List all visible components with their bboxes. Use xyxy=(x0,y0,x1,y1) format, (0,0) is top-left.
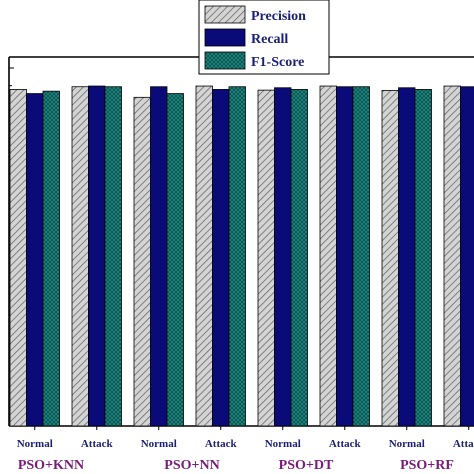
category-label: Normal xyxy=(141,438,177,450)
bar-f1-score-1 xyxy=(104,86,122,427)
bar-recall-5 xyxy=(336,86,354,427)
category-labels: Normal Attack Normal Attack Normal Attack Norm… xyxy=(17,438,474,450)
category-label: Normal xyxy=(17,438,53,450)
legend-swatch-precision xyxy=(204,5,246,24)
category-label: Attack xyxy=(453,438,474,450)
bar-recall-4 xyxy=(274,87,292,427)
category-label: Attack xyxy=(205,438,238,450)
bar-f1-score-5 xyxy=(352,86,370,427)
bar-precision-3 xyxy=(195,85,213,427)
legend-label-f1-score: F1-Score xyxy=(251,55,304,70)
bar-precision-2 xyxy=(133,96,151,427)
bars-layer xyxy=(9,85,474,430)
legend-label-recall: Recall xyxy=(251,32,288,47)
legend-label-precision: Precision xyxy=(251,9,306,24)
bar-recall-3 xyxy=(212,89,230,427)
bar-recall-1 xyxy=(88,85,106,427)
legend-swatch-f1-score xyxy=(204,51,246,70)
legend-swatch-recall xyxy=(204,28,246,47)
bar-recall-7 xyxy=(460,86,474,427)
group-label: PSO+NN xyxy=(164,458,219,473)
legend: Precision Recall F1-Score xyxy=(198,0,330,75)
bar-f1-score-3 xyxy=(228,86,246,427)
bar-precision-0 xyxy=(9,89,27,427)
group-label: PSO+DT xyxy=(279,458,334,473)
category-label: Attack xyxy=(329,438,362,450)
category-label: Attack xyxy=(81,438,114,450)
bar-recall-2 xyxy=(150,86,168,427)
bar-recall-6 xyxy=(398,87,416,427)
group-label: PSO+KNN xyxy=(18,458,84,473)
bar-f1-score-4 xyxy=(290,89,308,427)
bar-f1-score-6 xyxy=(414,89,432,427)
group-labels: PSO+KNN PSO+NN PSO+DT PSO+RF xyxy=(18,458,454,473)
category-label: Normal xyxy=(389,438,425,450)
bar-precision-1 xyxy=(71,86,89,427)
group-label: PSO+RF xyxy=(400,458,454,473)
bar-f1-score-2 xyxy=(166,93,184,427)
bar-f1-score-0 xyxy=(42,90,60,427)
bar-recall-0 xyxy=(26,93,44,427)
bar-precision-4 xyxy=(257,89,275,427)
bar-precision-7 xyxy=(443,85,461,427)
bar-precision-5 xyxy=(319,85,337,427)
category-label: Normal xyxy=(265,438,301,450)
bar-precision-6 xyxy=(381,90,399,427)
